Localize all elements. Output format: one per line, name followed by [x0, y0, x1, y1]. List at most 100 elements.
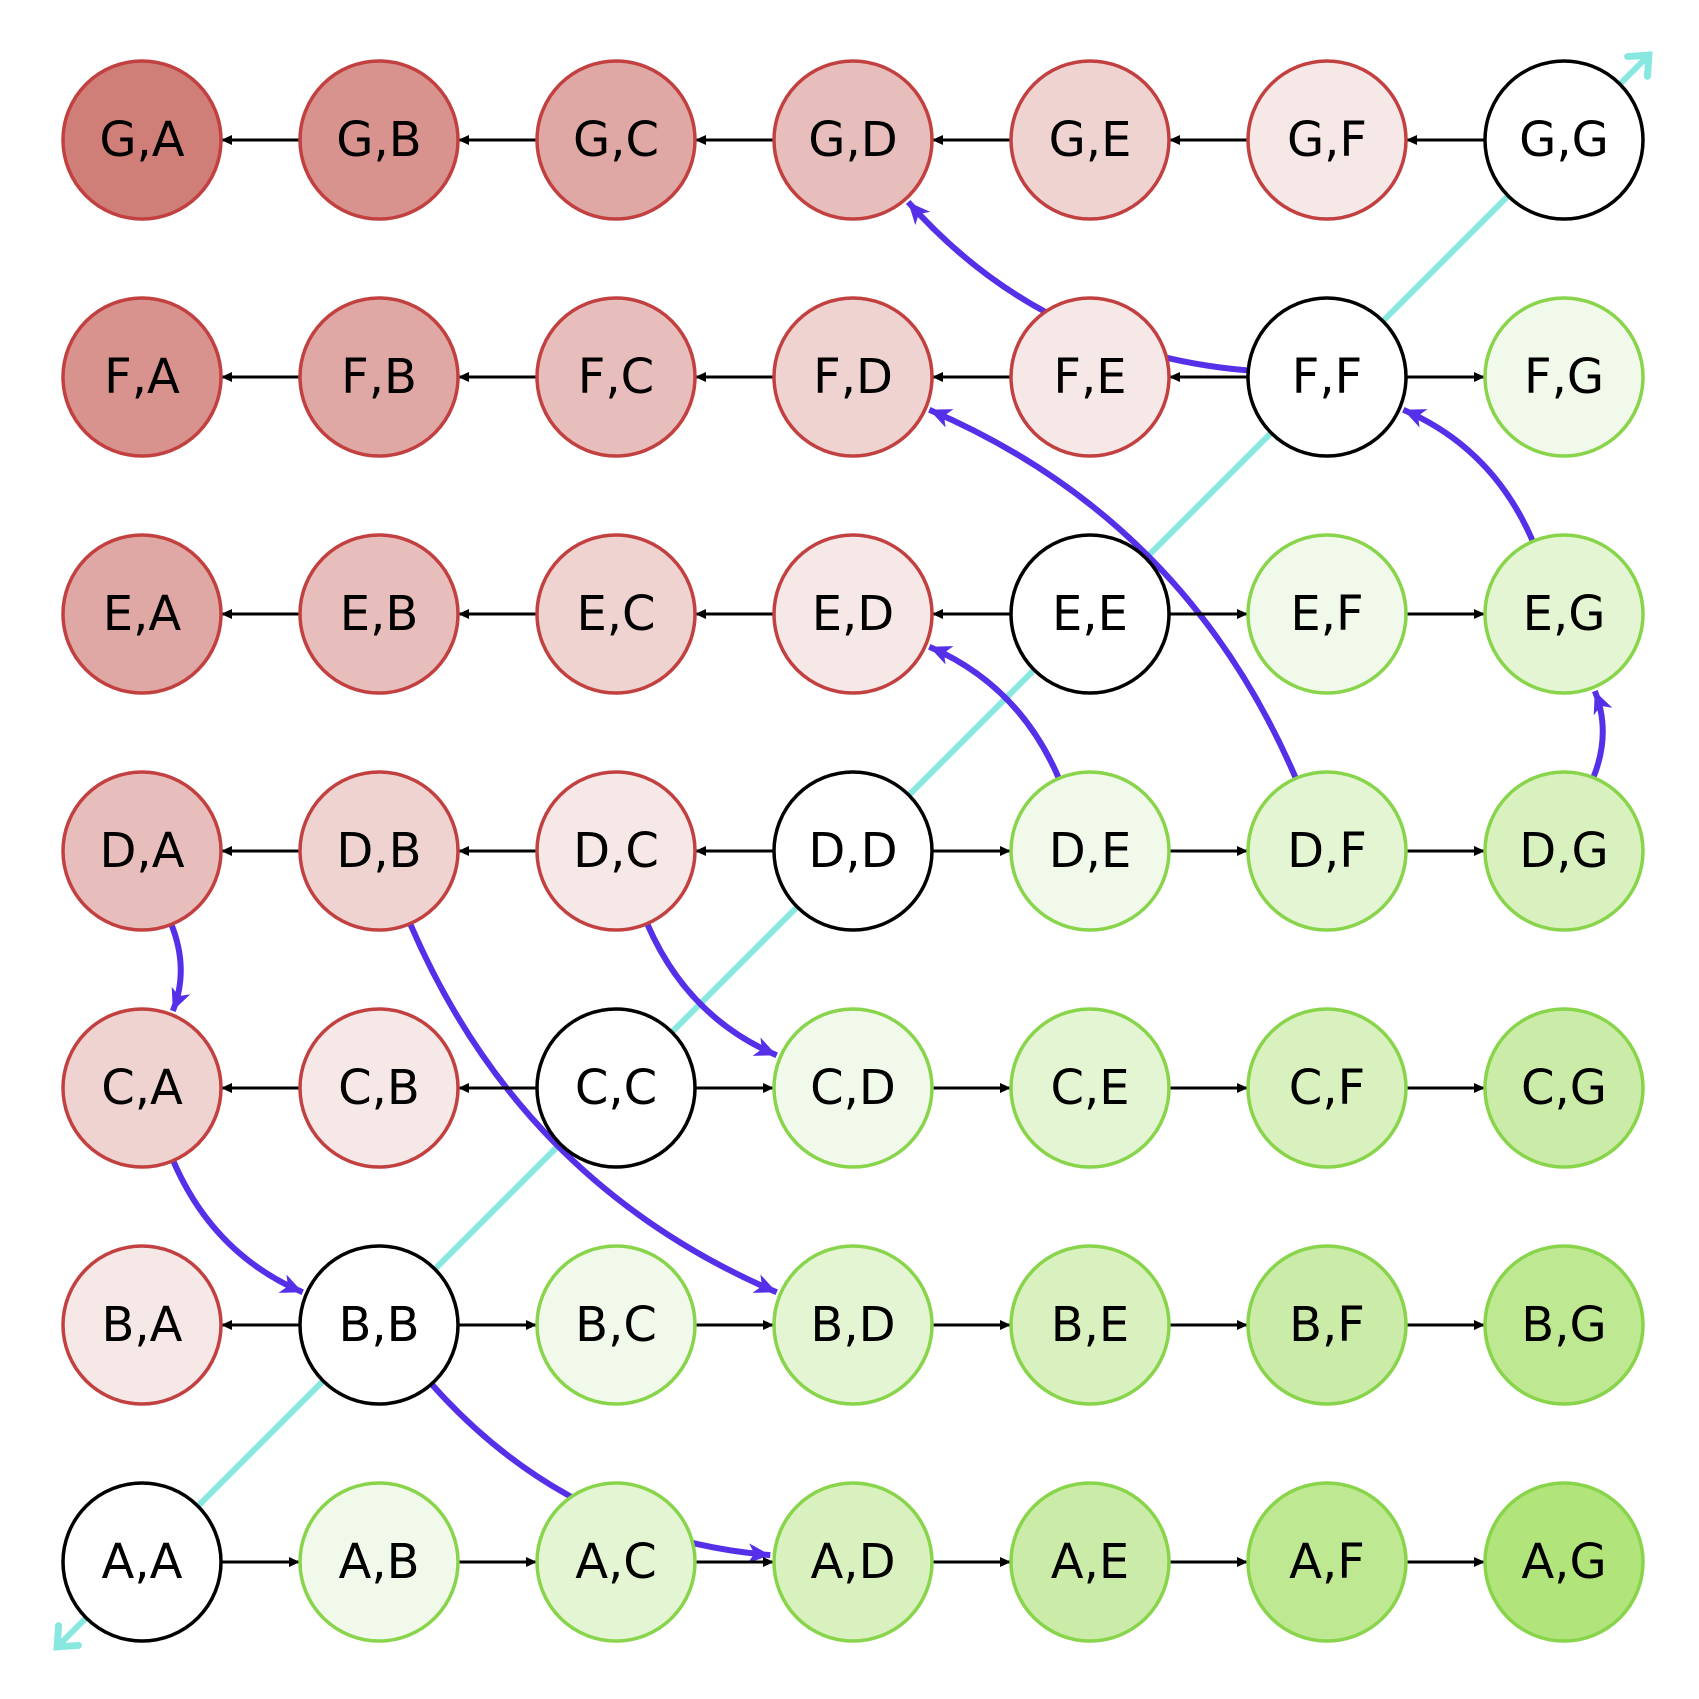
node-E-E: E,E — [1009, 533, 1171, 695]
node-circle — [298, 1244, 460, 1406]
node-label: G,C — [573, 112, 659, 168]
node-label: C,G — [1521, 1060, 1607, 1116]
node-label: B,B — [338, 1297, 419, 1353]
node-circle — [1009, 1244, 1171, 1406]
node-circle — [535, 770, 697, 932]
node-circle — [1246, 1244, 1408, 1406]
node-circle — [1483, 1481, 1645, 1643]
node-C-G: C,G — [1483, 1007, 1645, 1169]
node-label: F,C — [578, 349, 654, 405]
node-label: C,D — [810, 1060, 896, 1116]
node-label: F,B — [341, 349, 417, 405]
node-circle — [535, 533, 697, 695]
node-F-E: F,E — [1009, 296, 1171, 458]
node-B-E: B,E — [1009, 1244, 1171, 1406]
node-circle — [61, 1007, 223, 1169]
node-label: E,E — [1052, 586, 1128, 642]
node-label: D,F — [1287, 823, 1367, 879]
node-D-C: D,C — [535, 770, 697, 932]
node-label: D,D — [808, 823, 897, 879]
node-label: C,E — [1050, 1060, 1129, 1116]
curve-arrow-DE-to-ED — [928, 643, 1062, 780]
node-C-F: C,F — [1246, 1007, 1408, 1169]
node-circle — [772, 1007, 934, 1169]
node-label: C,A — [101, 1060, 183, 1116]
node-label: B,A — [101, 1297, 182, 1353]
node-circle — [298, 1007, 460, 1169]
node-circle — [535, 1007, 697, 1169]
node-circle — [772, 1481, 934, 1643]
node-label: F,F — [1292, 349, 1362, 405]
node-D-F: D,F — [1246, 770, 1408, 932]
node-E-G: E,G — [1483, 533, 1645, 695]
node-D-A: D,A — [61, 770, 223, 932]
node-circle — [298, 770, 460, 932]
node-label: A,G — [1521, 1534, 1606, 1590]
node-circle — [1246, 1481, 1408, 1643]
node-C-D: C,D — [772, 1007, 934, 1169]
node-A-F: A,F — [1246, 1481, 1408, 1643]
node-circle — [1483, 1244, 1645, 1406]
node-circle — [298, 533, 460, 695]
node-A-C: A,C — [535, 1481, 697, 1643]
node-label: F,E — [1053, 349, 1126, 405]
node-F-F: F,F — [1246, 296, 1408, 458]
node-circle — [1246, 770, 1408, 932]
node-circle — [1009, 1007, 1171, 1169]
node-circle — [772, 1244, 934, 1406]
node-A-B: A,B — [298, 1481, 460, 1643]
node-label: G,G — [1519, 112, 1609, 168]
curve-arrow-DG-to-EG — [1590, 689, 1613, 779]
node-A-A: A,A — [61, 1481, 223, 1643]
node-label: D,B — [336, 823, 421, 879]
node-E-F: E,F — [1246, 533, 1408, 695]
node-circle — [1009, 59, 1171, 221]
node-D-B: D,B — [298, 770, 460, 932]
node-label: E,C — [576, 586, 655, 642]
node-F-C: F,C — [535, 296, 697, 458]
node-label: A,C — [575, 1534, 657, 1590]
node-circle — [298, 296, 460, 458]
node-label: D,E — [1049, 823, 1132, 879]
node-circle — [61, 59, 223, 221]
node-label: E,G — [1523, 586, 1606, 642]
diagonal-end-chevron-bottom — [53, 1622, 82, 1651]
node-C-B: C,B — [298, 1007, 460, 1169]
node-D-G: D,G — [1483, 770, 1645, 932]
node-G-A: G,A — [61, 59, 223, 221]
node-circle — [61, 1244, 223, 1406]
node-label: A,A — [102, 1534, 183, 1590]
node-circle — [772, 533, 934, 695]
curve-arrow-CA-to-BB — [170, 1159, 304, 1296]
node-D-E: D,E — [1009, 770, 1171, 932]
node-label: D,C — [573, 823, 659, 879]
node-circle — [1009, 1481, 1171, 1643]
node-label: G,A — [99, 112, 184, 168]
node-label: B,E — [1051, 1297, 1130, 1353]
node-label: D,G — [1519, 823, 1608, 879]
curve-arrow-DC-to-CD — [644, 922, 778, 1059]
node-circle — [1009, 770, 1171, 932]
node-circle — [1009, 296, 1171, 458]
node-F-G: F,G — [1483, 296, 1645, 458]
node-B-G: B,G — [1483, 1244, 1645, 1406]
node-A-E: A,E — [1009, 1481, 1171, 1643]
node-E-B: E,B — [298, 533, 460, 695]
curve-arrow-DB-to-BD — [407, 922, 778, 1296]
node-B-C: B,C — [535, 1244, 697, 1406]
node-label: A,B — [338, 1534, 419, 1590]
node-label: G,D — [808, 112, 897, 168]
node-label: A,E — [1051, 1534, 1129, 1590]
node-D-D: D,D — [772, 770, 934, 932]
node-circle — [298, 59, 460, 221]
node-C-C: C,C — [535, 1007, 697, 1169]
node-circle — [61, 296, 223, 458]
node-circle — [535, 1481, 697, 1643]
node-label: C,F — [1289, 1060, 1365, 1116]
node-label: B,D — [810, 1297, 895, 1353]
node-label: F,G — [1524, 349, 1604, 405]
node-C-E: C,E — [1009, 1007, 1171, 1169]
node-circle — [535, 1244, 697, 1406]
node-circle — [772, 296, 934, 458]
row-arrow-layer — [221, 135, 1485, 1567]
